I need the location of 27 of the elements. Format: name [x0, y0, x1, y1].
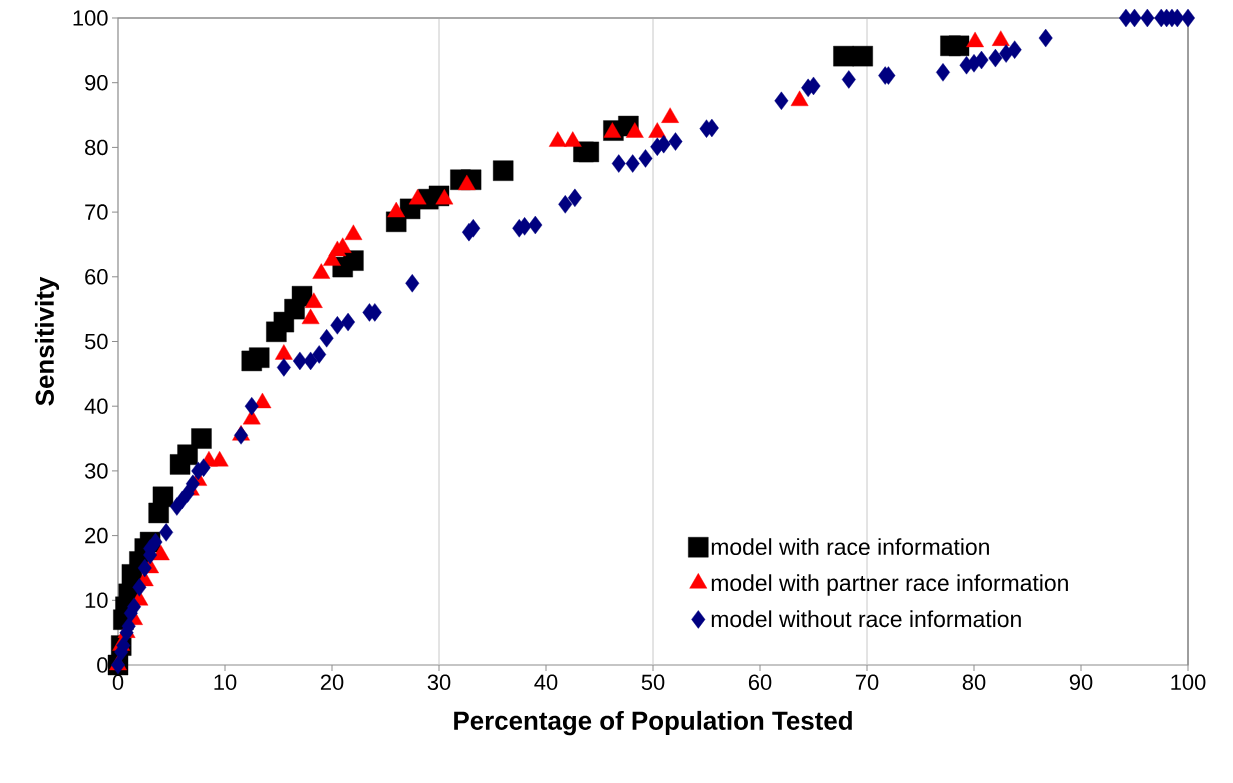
- x-tick-label: 60: [748, 674, 772, 691]
- y-tick-label: 0: [97, 657, 108, 673]
- x-tick-label: 10: [214, 674, 237, 691]
- legend-label: model without race information: [711, 610, 1021, 628]
- y-tick-label: 70: [85, 204, 108, 220]
- x-tick-label: 20: [320, 674, 344, 691]
- y-tick-label: 50: [84, 333, 108, 350]
- x-tick-label: 0: [112, 674, 124, 691]
- y-tick-label: 40: [84, 398, 108, 414]
- y-tick-label: 90: [85, 74, 108, 91]
- y-tick-label: 60: [85, 269, 108, 285]
- legend-label: model with partner race information: [711, 574, 1068, 596]
- y-axis-title: Sensitivity: [34, 276, 60, 406]
- legend-label: model with race information: [711, 538, 989, 556]
- x-tick-label: 100: [1171, 674, 1206, 691]
- x-axis-title: Percentage of Population Tested: [454, 710, 852, 736]
- y-tick-label: 80: [85, 139, 108, 156]
- y-tick-label: 20: [85, 527, 108, 544]
- y-tick-label: 30: [84, 463, 108, 479]
- x-tick-label: 90: [1069, 674, 1093, 691]
- y-tick-label: 10: [85, 592, 108, 609]
- x-tick-label: 80: [962, 674, 986, 691]
- x-tick-label: 30: [427, 674, 451, 691]
- y-tick-label: 100: [73, 10, 108, 26]
- x-tick-label: 50: [641, 674, 665, 691]
- x-tick-label: 40: [534, 674, 558, 691]
- x-tick-label: 70: [855, 674, 879, 691]
